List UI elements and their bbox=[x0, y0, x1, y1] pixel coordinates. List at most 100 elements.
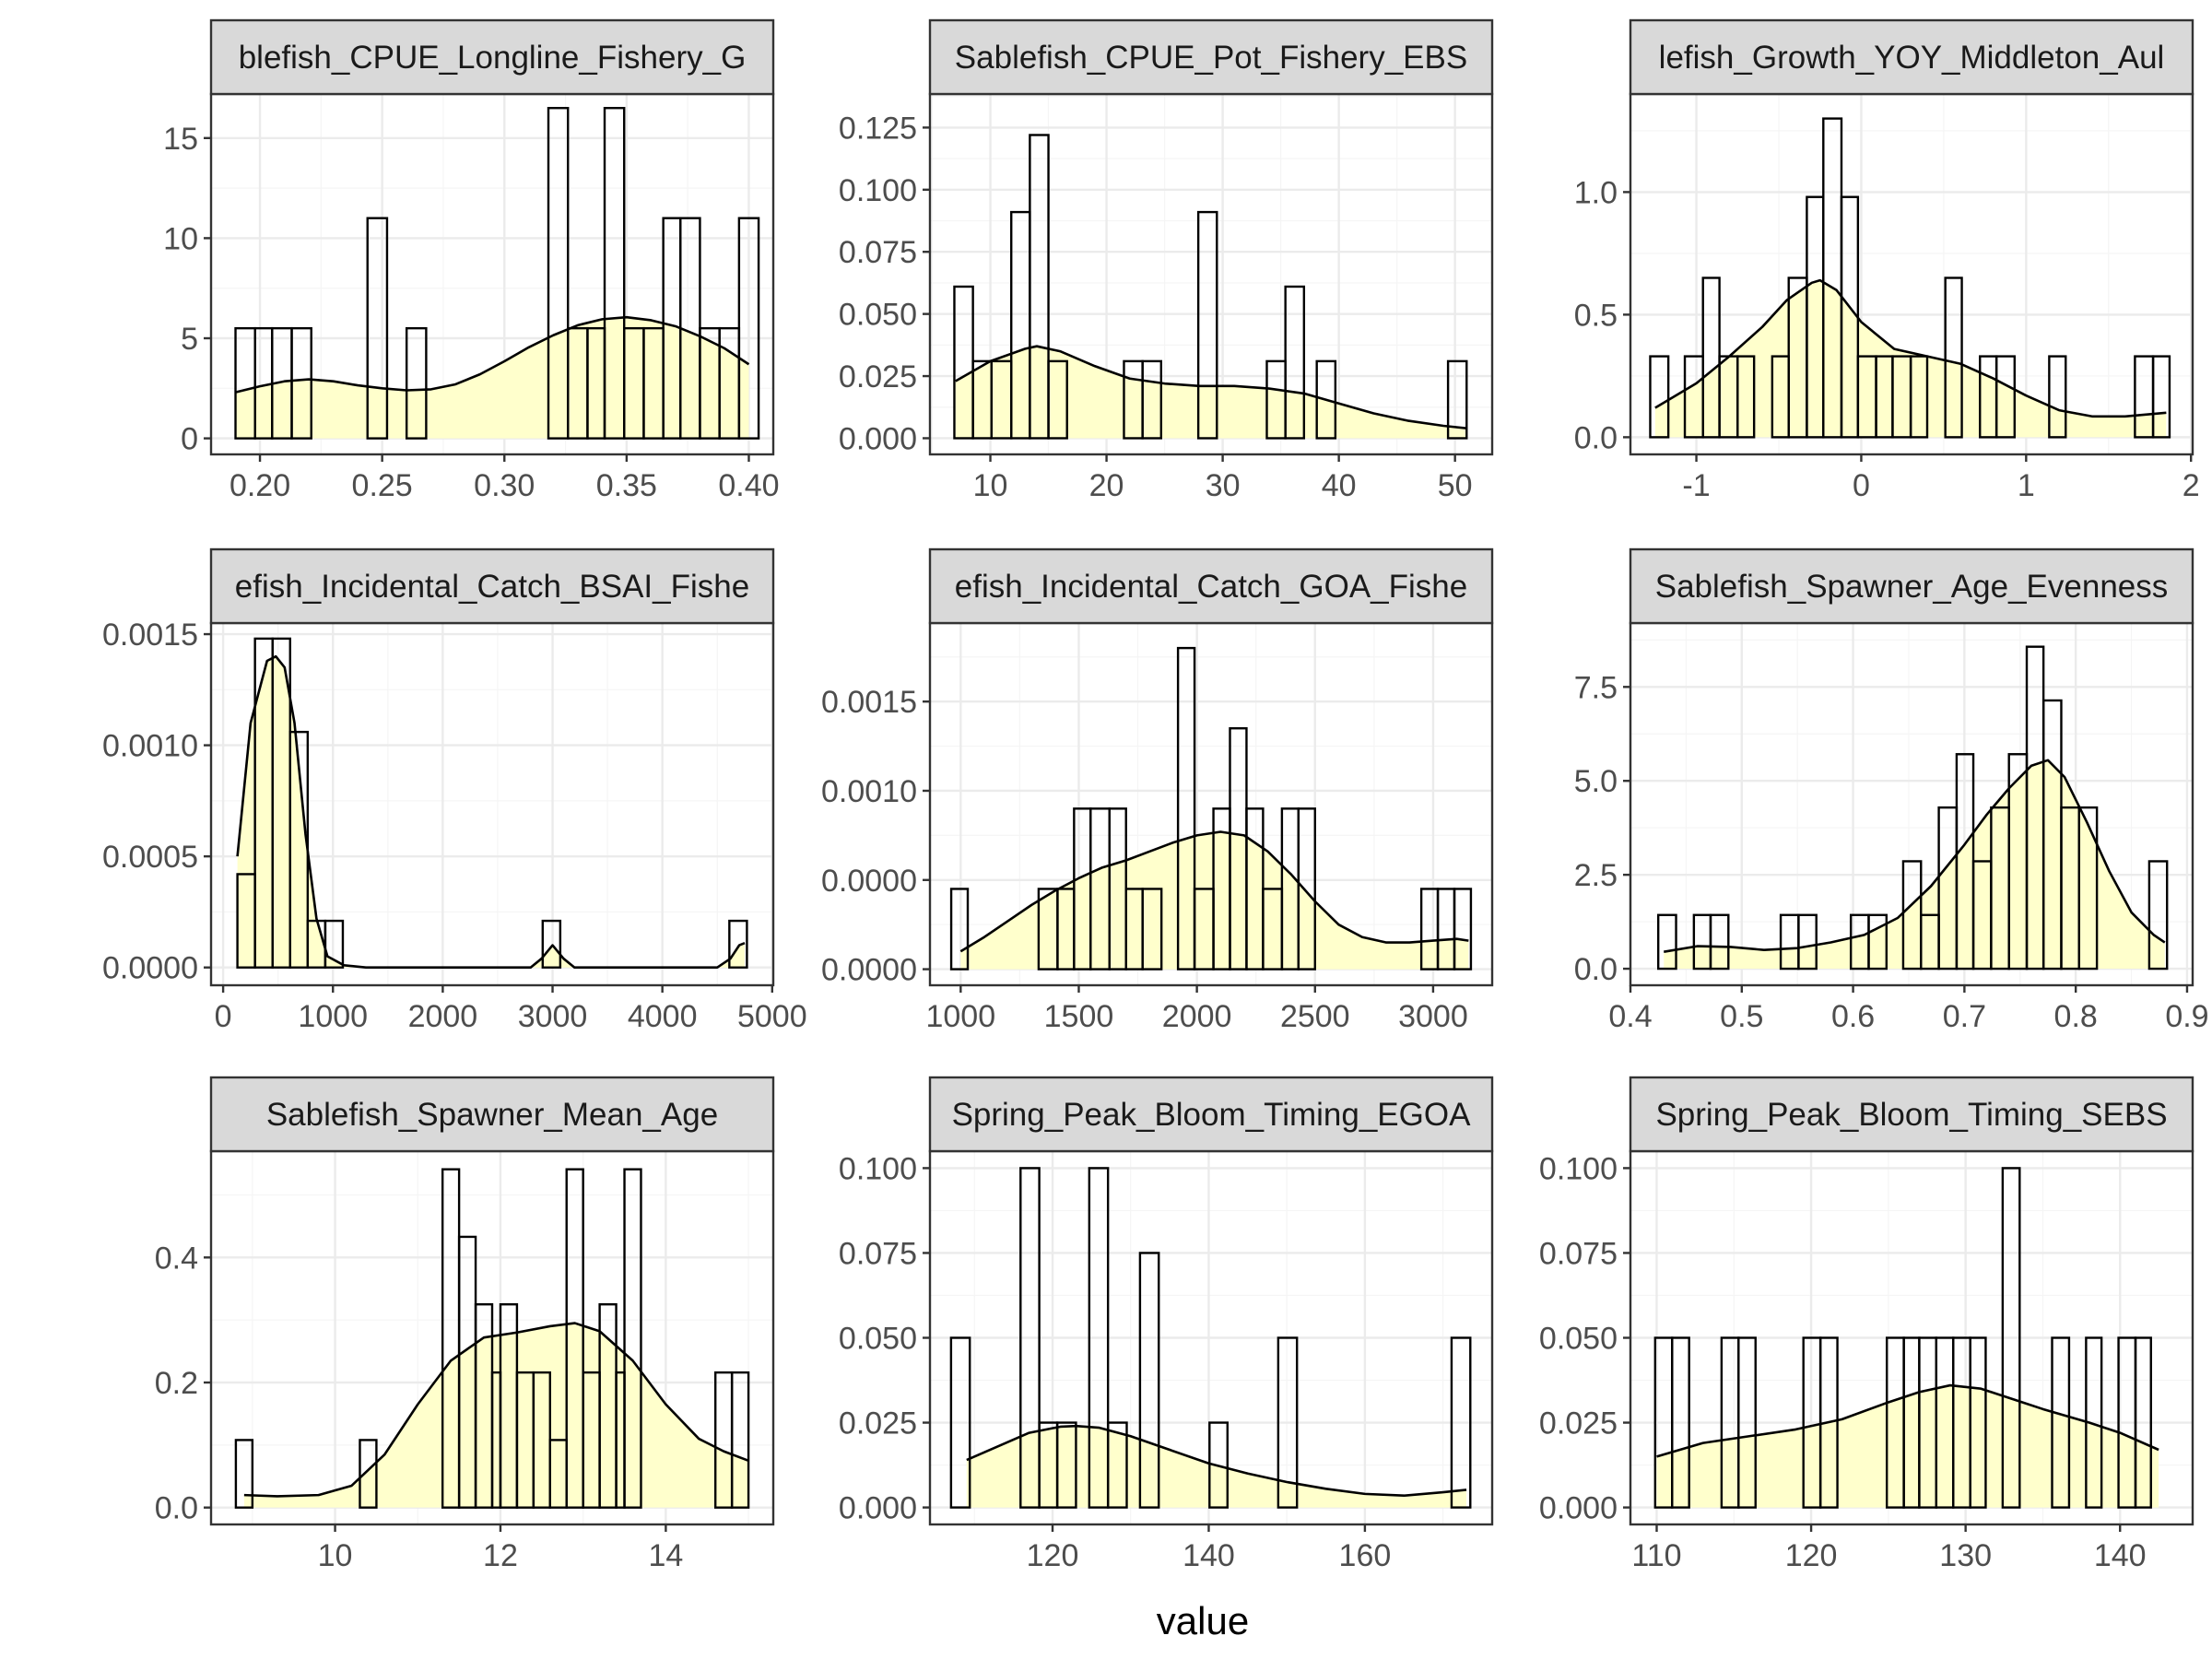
histogram-bar bbox=[1019, 1167, 1041, 1509]
x-tick-label: 0.5 bbox=[1720, 999, 1763, 1034]
facet-strip-label: Sablefish_CPUE_Pot_Fishery_EBS bbox=[955, 40, 1467, 76]
facet-panel-7: Sablefish_Spawner_Mean_Age 0.0 0.2 0.4 10 12 1… bbox=[155, 1076, 775, 1573]
y-tick-label: 0.0010 bbox=[102, 729, 198, 764]
histogram-bar bbox=[2001, 1167, 2021, 1509]
histogram-bar bbox=[603, 107, 626, 440]
histogram-bar bbox=[949, 888, 970, 971]
facet-strip bbox=[1629, 547, 2194, 625]
facet-panel-3: lefish_Growth_YOY_Middleton_Aul 0.0 0.5 1.0… bbox=[1574, 18, 2200, 503]
facet-strip bbox=[209, 1076, 775, 1153]
plot-area bbox=[1656, 645, 2169, 971]
histogram-bar bbox=[565, 1168, 584, 1509]
y-tick-label: 10 bbox=[163, 221, 198, 256]
y-tick-label: 5 bbox=[181, 322, 198, 357]
plot-area bbox=[1653, 1167, 2159, 1509]
facet-strip bbox=[209, 547, 775, 625]
y-tick-label: 7.5 bbox=[1574, 670, 1618, 705]
histogram-bar bbox=[1818, 1336, 1839, 1509]
y-tick-label: 0.050 bbox=[839, 1322, 917, 1357]
facet-strip-label: efish_Incidental_Catch_BSAI_Fishe bbox=[235, 569, 749, 605]
y-tick-label: 0.0 bbox=[1574, 952, 1618, 987]
x-tick-label: 0.30 bbox=[474, 468, 535, 503]
x-tick-label: 160 bbox=[1339, 1538, 1392, 1573]
histogram-bar bbox=[1909, 355, 1929, 439]
density-area bbox=[1656, 1385, 2159, 1508]
density-area bbox=[966, 1426, 1467, 1508]
x-tick-label: 120 bbox=[1785, 1538, 1838, 1573]
histogram-bar bbox=[2051, 1336, 2071, 1509]
histogram-bar bbox=[1277, 1336, 1299, 1509]
x-tick-label: 0.4 bbox=[1608, 999, 1652, 1034]
x-axis-title: value bbox=[1157, 1599, 1249, 1642]
histogram-bar bbox=[1867, 913, 1888, 971]
x-tick-label: -1 bbox=[1682, 468, 1710, 503]
y-tick-label: 5.0 bbox=[1574, 764, 1618, 799]
x-tick-label: 50 bbox=[1438, 468, 1473, 503]
histogram-bar bbox=[1797, 913, 1818, 971]
x-tick-label: 110 bbox=[1631, 1538, 1681, 1573]
density-line bbox=[1656, 1383, 2159, 1458]
histogram-bar bbox=[366, 217, 389, 440]
plot-area bbox=[236, 637, 748, 970]
y-tick-label: 0.0000 bbox=[102, 951, 198, 986]
x-tick-label: 0.35 bbox=[596, 468, 657, 503]
y-tick-label: 0.0015 bbox=[821, 685, 917, 720]
density-area bbox=[243, 1323, 749, 1508]
histogram-bar bbox=[1138, 1252, 1160, 1509]
y-tick-label: 0.0015 bbox=[102, 618, 198, 653]
x-tick-label: 0.25 bbox=[352, 468, 413, 503]
histogram-bar bbox=[1736, 355, 1756, 439]
facet-strip bbox=[928, 1076, 1494, 1153]
histogram-bar bbox=[541, 919, 562, 969]
histogram-bar bbox=[949, 1336, 971, 1509]
y-tick-label: 0.0005 bbox=[102, 840, 198, 875]
facet-strip-label: Spring_Peak_Bloom_Timing_EGOA bbox=[952, 1097, 1472, 1133]
x-tick-label: 2000 bbox=[1162, 999, 1232, 1034]
x-tick-label: 120 bbox=[1027, 1538, 1079, 1573]
facet-strip bbox=[928, 18, 1494, 96]
histogram-bar bbox=[1453, 888, 1473, 971]
y-tick-label: 0.025 bbox=[1539, 1406, 1618, 1441]
histogram-bar bbox=[1649, 355, 1670, 439]
x-tick-label: 2000 bbox=[408, 999, 478, 1034]
x-tick-label: 2 bbox=[2183, 468, 2200, 503]
histogram-bar bbox=[1709, 913, 1730, 971]
y-tick-label: 0.0010 bbox=[821, 774, 917, 809]
facet-strip-label: lefish_Growth_YOY_Middleton_Aul bbox=[1659, 40, 2165, 76]
histogram-bar bbox=[1656, 913, 1677, 971]
facet-panel-5: efish_Incidental_Catch_GOA_Fishe 0.0000 0.… bbox=[821, 547, 1494, 1034]
facet-strip bbox=[1629, 1076, 2194, 1153]
x-tick-label: 0.8 bbox=[2054, 999, 2098, 1034]
density-area bbox=[235, 317, 749, 439]
y-tick-label: 0.025 bbox=[839, 1406, 917, 1441]
x-tick-label: 5000 bbox=[737, 999, 807, 1034]
plot-area bbox=[234, 1168, 750, 1509]
x-tick-label: 0.40 bbox=[718, 468, 779, 503]
plot-area bbox=[234, 107, 760, 440]
facet-strip bbox=[1629, 18, 2194, 96]
plot-area bbox=[949, 646, 1473, 971]
x-tick-label: 130 bbox=[1939, 1538, 1992, 1573]
y-tick-label: 0.100 bbox=[839, 1151, 917, 1186]
y-tick-label: 0.100 bbox=[1539, 1151, 1618, 1186]
x-tick-label: 10 bbox=[318, 1538, 353, 1573]
histogram-bar bbox=[2134, 1336, 2152, 1509]
histogram-bar bbox=[2077, 806, 2099, 971]
histogram-bar bbox=[1671, 1336, 1690, 1509]
x-tick-label: 0.6 bbox=[1831, 999, 1875, 1034]
y-tick-label: 0.075 bbox=[1539, 1236, 1618, 1271]
x-tick-label: 3000 bbox=[518, 999, 588, 1034]
plot-area bbox=[949, 1167, 1472, 1509]
density-line bbox=[1664, 759, 2166, 954]
histogram-bar bbox=[1141, 888, 1163, 971]
x-tick-label: 140 bbox=[2094, 1538, 2147, 1573]
x-tick-label: 1000 bbox=[298, 999, 368, 1034]
histogram-bar bbox=[1297, 807, 1316, 971]
density-area bbox=[960, 831, 1469, 970]
density-line bbox=[959, 830, 1469, 953]
x-tick-label: 140 bbox=[1182, 1538, 1235, 1573]
facet-panel-2: Sablefish_CPUE_Pot_Fishery_EBS 0.000 0.025… bbox=[839, 18, 1494, 503]
x-tick-label: 40 bbox=[1322, 468, 1357, 503]
histogram-bar bbox=[324, 919, 345, 969]
y-tick-label: 0.000 bbox=[839, 421, 917, 456]
